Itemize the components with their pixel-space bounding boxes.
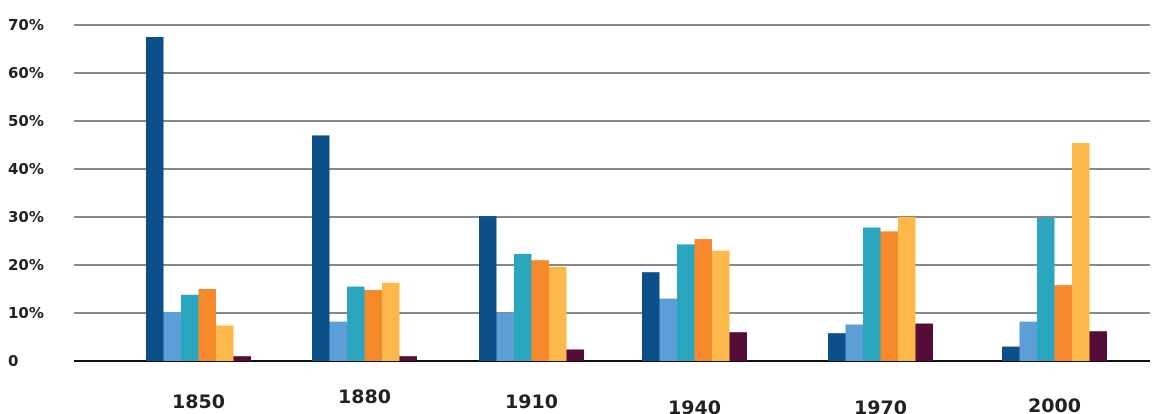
y-tick-label: 60% xyxy=(8,64,44,82)
bar xyxy=(496,313,514,361)
y-tick-label: 50% xyxy=(8,112,44,130)
bar xyxy=(514,253,532,361)
y-tick-label: 70% xyxy=(8,16,44,34)
x-tick-label: 1970 xyxy=(854,397,907,414)
y-tick-label: 10% xyxy=(8,304,44,322)
bar xyxy=(845,324,863,361)
bar xyxy=(694,239,712,361)
bar xyxy=(915,323,933,361)
bar xyxy=(1089,331,1107,361)
bar xyxy=(347,286,365,361)
bar xyxy=(399,356,417,361)
bar xyxy=(1054,285,1072,361)
x-tick-label: 1910 xyxy=(505,391,558,413)
bar xyxy=(163,312,181,361)
x-tick-label: 1850 xyxy=(172,391,225,413)
bar xyxy=(566,349,584,361)
y-tick-label: 30% xyxy=(8,208,44,226)
y-tick-label: 40% xyxy=(8,160,44,178)
y-tick-label: 20% xyxy=(8,256,44,274)
bar xyxy=(382,282,400,361)
bar xyxy=(146,37,164,361)
bar xyxy=(828,333,846,361)
x-tick-label: 1940 xyxy=(668,397,721,414)
bar xyxy=(1072,143,1090,361)
bar xyxy=(549,266,567,361)
bar xyxy=(1019,321,1037,361)
gridlines xyxy=(74,24,1150,362)
bar xyxy=(312,135,330,361)
bar xyxy=(329,321,347,361)
x-tick-label: 2000 xyxy=(1028,395,1081,414)
bar xyxy=(181,294,199,361)
bar xyxy=(863,227,881,361)
bar xyxy=(729,332,747,361)
bar xyxy=(233,356,251,361)
bar xyxy=(1002,346,1020,361)
bar xyxy=(642,272,660,361)
bar xyxy=(880,231,898,361)
bar xyxy=(659,298,677,361)
bar xyxy=(479,216,497,361)
x-tick-label: 1880 xyxy=(338,386,391,408)
y-tick-label: 0 xyxy=(8,352,18,370)
bars xyxy=(146,37,1107,361)
bar xyxy=(1037,217,1055,361)
bar xyxy=(898,217,916,361)
bar xyxy=(364,289,382,361)
bar xyxy=(677,244,695,361)
bar xyxy=(712,250,730,361)
bar xyxy=(198,289,216,361)
bar xyxy=(531,260,549,361)
x-axis-ticks: 1850 1880 1910 1940 1970 2000 xyxy=(172,386,1081,414)
bar xyxy=(216,325,234,361)
y-axis-ticks: 0 10% 20% 30% 40% 50% 60% 70% xyxy=(8,16,44,370)
